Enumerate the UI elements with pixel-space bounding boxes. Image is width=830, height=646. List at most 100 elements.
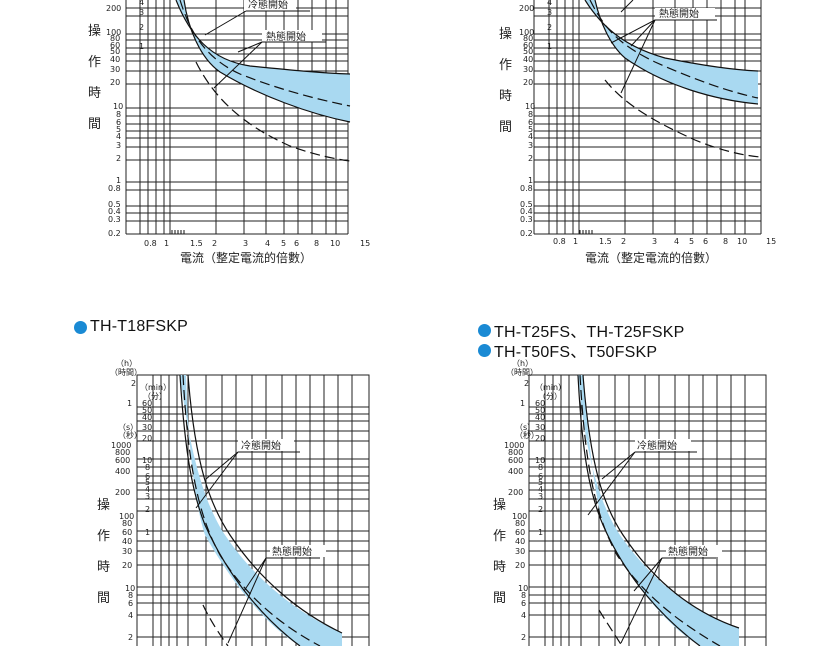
svg-text:（分）: （分） — [538, 392, 562, 401]
svg-text:作: 作 — [97, 529, 110, 544]
svg-text:作: 作 — [499, 58, 512, 73]
band-upper-edge — [584, 0, 759, 72]
grid — [528, 374, 767, 646]
svg-text:4: 4 — [265, 239, 270, 248]
svg-text:50: 50 — [535, 406, 545, 415]
svg-text:60: 60 — [515, 528, 525, 537]
svg-text:0.8: 0.8 — [108, 184, 121, 193]
svg-text:200: 200 — [106, 4, 121, 13]
svg-text:0.8: 0.8 — [553, 237, 566, 246]
hot-lower-curve — [598, 609, 623, 646]
svg-text:6: 6 — [128, 599, 133, 608]
svg-text:1000: 1000 — [504, 441, 524, 450]
svg-text:6: 6 — [116, 118, 121, 127]
svg-text:10: 10 — [330, 239, 340, 248]
svg-text:0.3: 0.3 — [108, 215, 121, 224]
svg-text:1: 1 — [528, 176, 533, 185]
svg-text:1: 1 — [164, 239, 169, 248]
svg-text:80: 80 — [515, 519, 525, 528]
svg-text:1.5: 1.5 — [599, 237, 612, 246]
svg-text:400: 400 — [115, 467, 130, 476]
heading-text: TH-T25FS、TH-T25FSKP — [494, 324, 685, 341]
svg-text:（時間）: （時間） — [506, 368, 538, 377]
svg-text:（時間）: （時間） — [110, 368, 142, 377]
callout-hot: 熱態開始 — [227, 545, 326, 644]
svg-text:操: 操 — [97, 497, 110, 513]
svg-text:時: 時 — [493, 560, 506, 575]
cold-curve-dashed — [182, 374, 321, 646]
x-ticks: 0.8 1 1.5 2 3 4 5 6 8 10 15 — [144, 239, 370, 248]
heading-th-t50fs: TH-T50FS、T50FSKP — [478, 338, 657, 362]
svg-text:4: 4 — [538, 485, 543, 494]
svg-text:80: 80 — [110, 34, 120, 43]
svg-text:200: 200 — [508, 488, 523, 497]
y-ticks: 200 4 3 2 100 80 60 50 1 40 30 20 10 8 6… — [106, 0, 144, 238]
unit-labels: （h） （時間） （min） （分） （s） （秒） — [110, 359, 171, 440]
svg-text:60: 60 — [535, 399, 545, 408]
svg-text:3: 3 — [145, 492, 150, 501]
svg-text:4: 4 — [674, 237, 679, 246]
svg-text:1: 1 — [145, 528, 150, 537]
svg-text:（分）: （分） — [143, 392, 167, 401]
svg-text:作: 作 — [493, 529, 506, 544]
svg-text:3: 3 — [139, 8, 144, 17]
svg-text:6: 6 — [528, 118, 533, 127]
svg-text:1000: 1000 — [111, 441, 131, 450]
svg-text:100: 100 — [519, 28, 534, 37]
svg-text:冷態開始: 冷態開始 — [241, 439, 281, 452]
svg-text:40: 40 — [122, 537, 132, 546]
svg-text:2: 2 — [131, 379, 136, 388]
svg-text:0.4: 0.4 — [108, 207, 121, 216]
svg-text:時: 時 — [499, 89, 512, 104]
svg-text:間: 間 — [88, 117, 101, 132]
svg-text:0.5: 0.5 — [520, 200, 533, 209]
svg-text:1: 1 — [538, 528, 543, 537]
svg-text:8: 8 — [723, 237, 728, 246]
heading-text: TH-T18FSKP — [90, 318, 189, 335]
svg-text:冷態開始: 冷態開始 — [637, 439, 677, 452]
hot-lower-curve — [202, 604, 229, 646]
svg-text:200: 200 — [115, 488, 130, 497]
callout-cold: 冷態開始 — [587, 439, 697, 516]
svg-text:操: 操 — [493, 497, 506, 513]
svg-text:（秒）: （秒） — [515, 430, 539, 440]
svg-text:3: 3 — [538, 492, 543, 501]
grid — [533, 0, 762, 235]
band-lower-edge — [183, 0, 351, 123]
svg-text:40: 40 — [515, 537, 525, 546]
svg-text:30: 30 — [535, 423, 545, 432]
svg-text:10: 10 — [142, 456, 152, 465]
svg-text:（秒）: （秒） — [118, 430, 142, 440]
y-label: 操 作 時 間 — [499, 26, 512, 135]
svg-text:80: 80 — [122, 519, 132, 528]
svg-text:1: 1 — [116, 176, 121, 185]
chart-bottom-right: 冷態開始 熱態開始 （h） （時間） （min） （分） （s） （秒） 2 1… — [493, 359, 767, 646]
heading-text: TH-T50FS、T50FSKP — [494, 344, 658, 361]
svg-text:4: 4 — [521, 611, 526, 620]
svg-text:30: 30 — [110, 65, 120, 74]
svg-text:6: 6 — [521, 599, 526, 608]
svg-text:100: 100 — [512, 512, 527, 521]
bullet-icon — [478, 323, 491, 337]
chart-top-right: 熱態開始 200 4 3 2 100 80 60 50 1 40 30 20 1… — [499, 0, 776, 265]
y-ticks: 2 1 60 50 40 30 20 1000 800 600 400 10 8… — [504, 379, 545, 642]
svg-text:10: 10 — [125, 584, 135, 593]
callout-hot: 熱態開始 — [610, 7, 717, 94]
svg-text:熱態開始: 熱態開始 — [668, 545, 708, 558]
band-lower-edge — [179, 374, 301, 646]
svg-text:60: 60 — [142, 399, 152, 408]
x-axis-label: 電流（整定電流的倍數） — [585, 250, 717, 265]
svg-text:8: 8 — [314, 239, 319, 248]
x-minor-marks — [579, 230, 593, 234]
svg-text:間: 間 — [97, 591, 110, 606]
svg-text:4: 4 — [145, 485, 150, 494]
svg-text:5: 5 — [689, 237, 694, 246]
svg-text:2: 2 — [538, 505, 543, 514]
svg-text:5: 5 — [116, 125, 121, 134]
svg-text:（h）: （h） — [512, 359, 533, 368]
svg-text:6: 6 — [145, 472, 150, 481]
svg-text:0.3: 0.3 — [520, 215, 533, 224]
svg-text:熱態開始: 熱態開始 — [659, 7, 699, 20]
y-label: 操 作 時 間 — [88, 23, 101, 132]
svg-text:作: 作 — [88, 55, 101, 70]
